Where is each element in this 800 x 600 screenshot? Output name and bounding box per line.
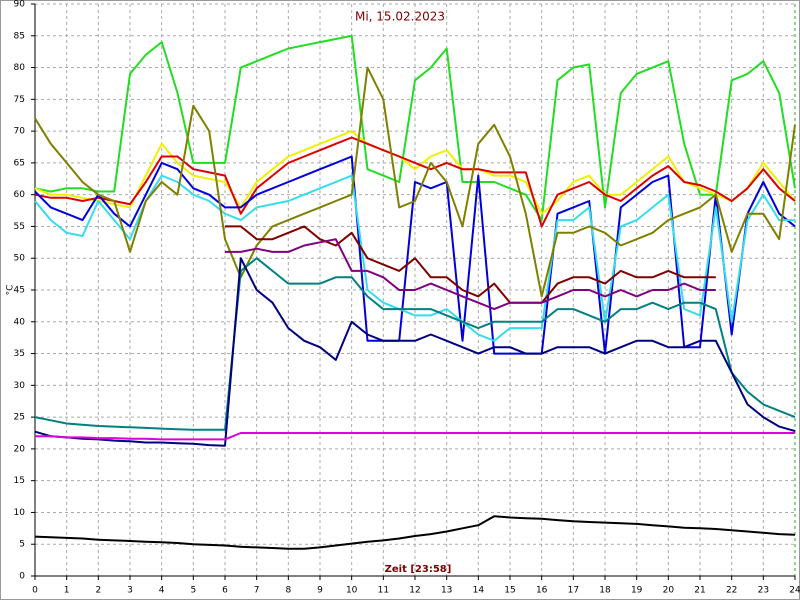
y-tick-label: 75 <box>14 95 25 105</box>
series-line <box>225 225 716 304</box>
y-tick-label: 65 <box>14 158 25 168</box>
x-tick-label: 17 <box>568 586 579 596</box>
y-tick-label: 60 <box>14 190 26 200</box>
series-line <box>34 155 796 355</box>
y-tick-label: 50 <box>14 254 26 264</box>
series-line <box>34 34 796 222</box>
y-tick-label: 45 <box>14 286 25 296</box>
x-tick-label: 2 <box>95 586 101 596</box>
x-tick-label: 8 <box>285 586 291 596</box>
x-tick-label: 12 <box>409 586 420 596</box>
x-tick-label: 24 <box>789 586 800 596</box>
chart-title: Mi, 15.02.2023 <box>355 10 445 24</box>
y-tick-label: 30 <box>14 381 26 391</box>
x-tick-label: 22 <box>726 586 737 596</box>
x-tick-label: 7 <box>254 586 260 596</box>
x-tick-label: 20 <box>663 586 675 596</box>
y-axis-label: °C <box>6 285 16 296</box>
x-tick-label: 11 <box>378 586 389 596</box>
y-tick-label: 25 <box>14 413 25 423</box>
series-line <box>34 136 796 228</box>
y-tick-label: 15 <box>14 476 25 486</box>
y-tick-label: 90 <box>14 0 26 10</box>
series-line <box>34 174 795 342</box>
x-tick-label: 21 <box>694 586 705 596</box>
y-tick-label: 20 <box>14 444 26 454</box>
series-line <box>34 130 796 215</box>
x-tick-label: 14 <box>473 586 485 596</box>
x-tick-label: 19 <box>631 586 643 596</box>
series-line <box>34 257 796 431</box>
y-tick-label: 80 <box>14 63 26 73</box>
y-tick-label: 35 <box>14 349 25 359</box>
y-tick-label: 5 <box>19 540 25 550</box>
y-tick-label: 10 <box>14 508 26 518</box>
x-tick-label: 18 <box>599 586 611 596</box>
x-tick-label: 6 <box>222 586 228 596</box>
x-tick-label: 0 <box>32 586 38 596</box>
x-axis-label: Zeit [23:58] <box>385 564 452 575</box>
x-tick-label: 4 <box>159 586 165 596</box>
series-line <box>34 66 796 298</box>
series-line <box>34 515 796 550</box>
series-line <box>225 238 716 311</box>
series-line <box>35 432 795 441</box>
x-tick-label: 23 <box>758 586 769 596</box>
x-tick-label: 10 <box>346 586 358 596</box>
y-tick-label: 0 <box>19 572 25 582</box>
x-tick-label: 3 <box>127 586 133 596</box>
y-tick-label: 55 <box>14 222 25 232</box>
y-tick-label: 85 <box>14 31 25 41</box>
x-tick-label: 16 <box>536 586 548 596</box>
x-tick-label: 5 <box>190 586 196 596</box>
series-line <box>34 257 796 447</box>
x-tick-label: 15 <box>504 586 515 596</box>
x-tick-label: 13 <box>441 586 452 596</box>
y-tick-label: 40 <box>14 317 26 327</box>
x-tick-label: 9 <box>317 586 323 596</box>
y-tick-label: 70 <box>14 127 26 137</box>
x-tick-label: 1 <box>64 586 70 596</box>
